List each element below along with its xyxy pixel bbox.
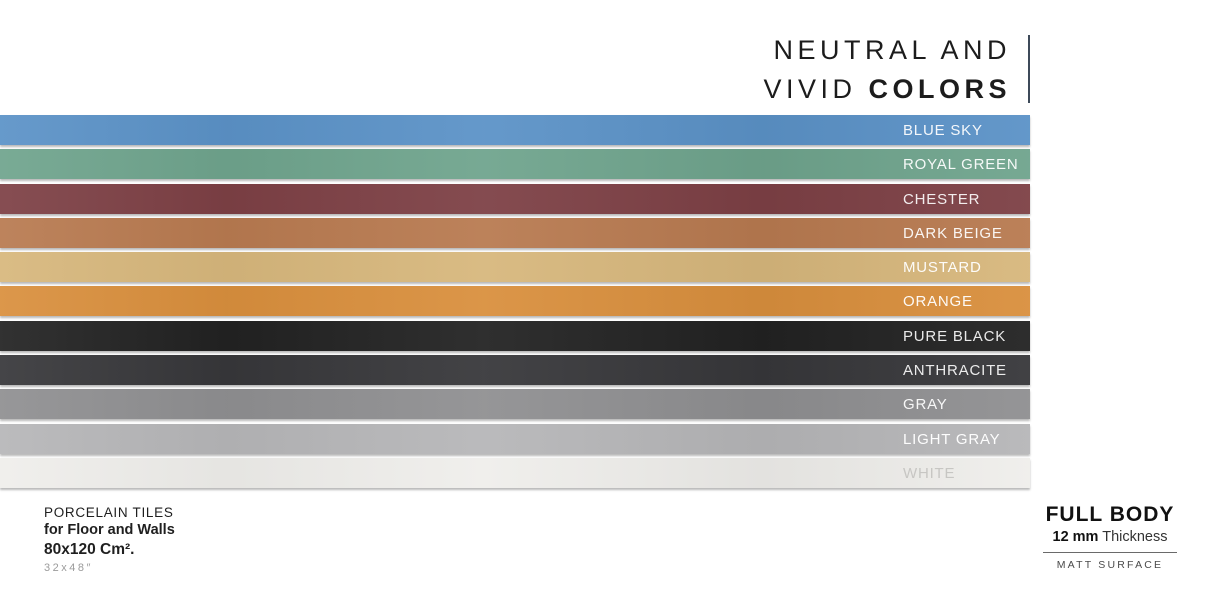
swatch-list: BLUE SKY ROYAL GREEN CHESTER DARK BEIGE … [0, 115, 1030, 492]
swatch-row: MUSTARD [0, 252, 1030, 283]
swatch-label: DARK BEIGE [903, 224, 1003, 242]
swatch-row: GRAY [0, 389, 1030, 420]
swatch-row: WHITE [0, 457, 1030, 488]
spec-surface: MATT SURFACE [1056, 559, 1164, 571]
swatch-row: ANTHRACITE [0, 355, 1030, 386]
swatch-label: CHESTER [903, 190, 981, 208]
product-size-cm: 80x120 Cm². [44, 541, 135, 558]
swatch-label: WHITE [903, 464, 956, 482]
header: NEUTRAL AND VIVID COLORS [763, 28, 1030, 109]
swatch-row: PURE BLACK [0, 320, 1030, 351]
swatch-label: GRAY [903, 396, 948, 414]
product-type: PORCELAIN TILES [44, 505, 174, 520]
swatch-label: ROYAL GREEN [903, 156, 1019, 174]
swatch-label: ORANGE [903, 293, 973, 311]
product-specs: FULL BODY 12 mm Thickness MATT SURFACE [1043, 503, 1177, 571]
spec-divider [1043, 552, 1177, 553]
title-divider [1028, 34, 1030, 103]
spec-thickness: 12 mm Thickness [1052, 529, 1168, 545]
swatch-row: ROYAL GREEN [0, 149, 1030, 180]
product-size-inch: 32x48″ [44, 562, 93, 574]
swatch-label: PURE BLACK [903, 327, 1007, 345]
swatch-label: MUSTARD [903, 259, 982, 277]
swatch-row: CHESTER [0, 183, 1030, 214]
swatch-label: ANTHRACITE [903, 362, 1007, 380]
product-description: PORCELAIN TILES for Floor and Walls 80x1… [44, 505, 175, 576]
swatch-row: BLUE SKY [0, 115, 1030, 145]
page-title-line2: VIVID COLORS [763, 74, 1011, 104]
page-title-line1: NEUTRAL AND [773, 35, 1011, 65]
swatch-row: DARK BEIGE [0, 217, 1030, 248]
page-title: NEUTRAL AND VIVID COLORS [763, 28, 1011, 109]
swatch-label: BLUE SKY [903, 122, 983, 139]
spec-full-body: FULL BODY [1045, 503, 1175, 526]
swatch-row: ORANGE [0, 286, 1030, 317]
swatch-label: LIGHT GRAY [903, 430, 1001, 448]
product-usage: for Floor and Walls [44, 522, 175, 538]
swatch-row: LIGHT GRAY [0, 423, 1030, 454]
